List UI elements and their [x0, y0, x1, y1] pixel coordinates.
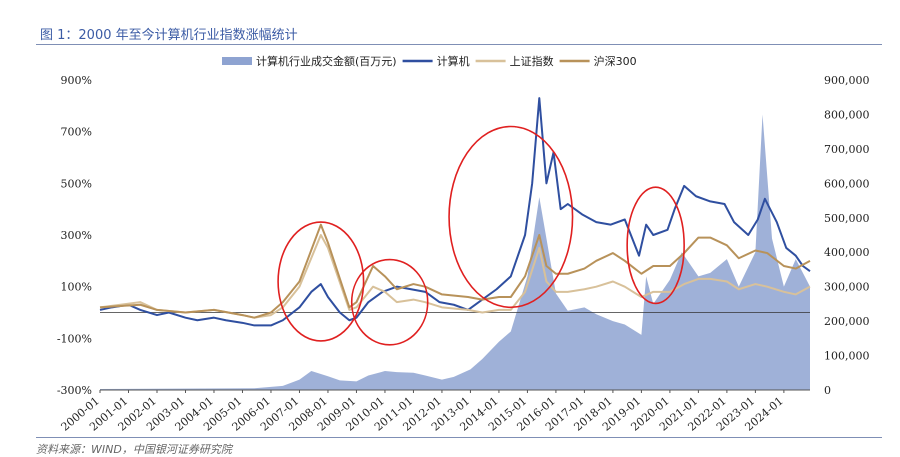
legend-label: 上证指数: [510, 54, 554, 68]
legend: 计算机行业成交金额(百万元) 计算机 上证指数 沪深300: [222, 54, 637, 68]
figure-title: 图 1：2000 年至今计算机行业指数涨幅统计: [40, 28, 298, 43]
legend-swatch: [222, 57, 252, 65]
y-right-tick-label: 100,000: [824, 350, 870, 363]
y-left-tick-label: 700%: [61, 126, 92, 139]
series-lines: [99, 97, 811, 327]
y-right-tick-label: 400,000: [824, 246, 870, 259]
y-right-tick-label: 200,000: [824, 315, 870, 328]
annotation-ellipse: [350, 258, 429, 346]
y-right-tick-label: 300,000: [824, 281, 870, 294]
y-right-tick-label: 500,000: [824, 212, 870, 225]
y-left-tick-label: 900%: [61, 74, 92, 87]
series-line-sse-composite: [99, 234, 811, 319]
footer-divider: [36, 437, 882, 438]
y-right-tick-label: 800,000: [824, 108, 870, 121]
annotation-ellipse: [448, 125, 574, 309]
y-right-tick-label: 900,000: [824, 74, 870, 87]
y-right-tick-label: 600,000: [824, 177, 870, 190]
y-right-tick-label: 0: [824, 384, 831, 397]
legend-label: 沪深300: [594, 54, 637, 68]
y-left-tick-label: 500%: [61, 177, 92, 190]
legend-label: 计算机行业成交金额(百万元): [256, 54, 397, 68]
y-left-tick-label: -300%: [57, 384, 92, 397]
legend-label: 计算机: [437, 54, 470, 68]
y-left-tick-label: 100%: [61, 281, 92, 294]
annotation-ellipse: [626, 186, 685, 305]
series-line-csi300: [99, 223, 811, 319]
annotation-circles: [277, 125, 685, 346]
y-left-tick-label: -100%: [57, 332, 92, 345]
title-divider: [36, 44, 882, 45]
y-right-tick-label: 700,000: [824, 143, 870, 156]
source-note: 资料来源：WIND，中国银河证券研究院: [36, 443, 232, 456]
turnover-area-layer: [100, 114, 810, 390]
annotation-ellipse: [277, 221, 365, 342]
turnover-area: [100, 114, 810, 390]
y-left-tick-label: 300%: [61, 229, 92, 242]
series-line-computer: [99, 97, 811, 327]
